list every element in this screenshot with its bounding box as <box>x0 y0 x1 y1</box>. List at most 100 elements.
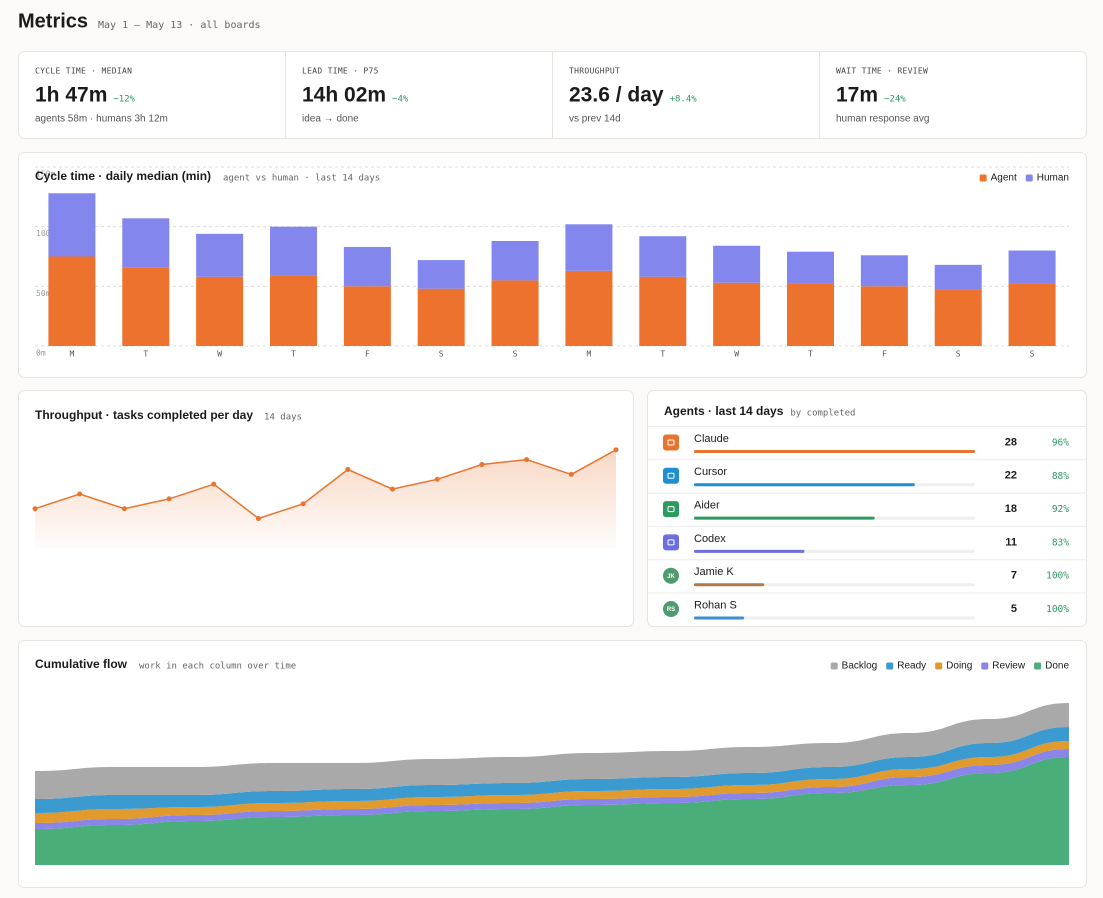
bar-segment <box>565 270 613 346</box>
kpi-value: 14h 02m <box>302 84 386 107</box>
agent-rate: 88% <box>1052 471 1069 482</box>
legend-label: Backlog <box>842 661 878 672</box>
bar-segment <box>48 193 96 257</box>
kpi-value: 23.6 / day <box>569 84 664 107</box>
kpi-note: agents 58m · humans 3h 12m <box>35 114 168 125</box>
legend-label: Doing <box>946 661 972 672</box>
bar-segment <box>565 224 613 271</box>
bar-segment <box>343 246 391 287</box>
legend-swatch <box>1034 662 1042 670</box>
bar-segment <box>122 218 170 268</box>
legend-label: Human <box>1037 173 1069 184</box>
kpi-label: LEAD TIME · P75 <box>302 67 379 76</box>
agent-rate: 92% <box>1052 504 1069 515</box>
kpi-delta: +8.4% <box>670 95 698 105</box>
agent-icon <box>663 434 679 451</box>
avatar <box>663 601 679 617</box>
bar-segment <box>639 276 687 346</box>
agent-icon-glyph <box>667 539 675 546</box>
agent-completed: 18 <box>1005 503 1017 515</box>
kpi-note: idea → done <box>302 114 359 125</box>
x-tick-label: S <box>439 350 444 359</box>
throughput-point <box>613 447 619 453</box>
bar-segment <box>196 276 244 346</box>
x-tick-label: T <box>660 350 665 359</box>
kpi-delta: −12% <box>113 95 135 105</box>
bar-segment <box>639 236 687 277</box>
bar-segment <box>713 245 761 283</box>
throughput-point <box>434 476 440 482</box>
kpi-delta: −4% <box>392 95 409 105</box>
bar-segment <box>713 282 761 346</box>
kpi-label: CYCLE TIME · MEDIAN <box>35 67 132 76</box>
agent-rate: 83% <box>1052 537 1069 548</box>
kpi-note: vs prev 14d <box>569 114 621 125</box>
y-tick-label: 0m <box>36 349 46 358</box>
avatar <box>663 567 679 584</box>
agents-title: Agents · last 14 days <box>664 404 784 418</box>
x-tick-label: W <box>734 350 739 359</box>
bar-segment <box>491 240 539 281</box>
throughput-area <box>35 449 616 548</box>
flow-area <box>35 757 1069 865</box>
bar-segment <box>122 267 170 346</box>
agent-name: Cursor <box>694 466 727 478</box>
page-title: Metrics <box>18 10 88 32</box>
agent-bar <box>694 583 765 587</box>
bar-segment <box>417 260 465 289</box>
agent-completed: 7 <box>1011 570 1017 582</box>
avatar-initials: RS <box>667 607 675 613</box>
agent-name: Aider <box>694 500 720 512</box>
throughput-point <box>479 462 485 468</box>
avatar-initials: JK <box>667 574 675 580</box>
bar-segment <box>1008 283 1056 346</box>
kpi-note: human response avg <box>836 114 929 125</box>
throughput-line <box>34 449 617 520</box>
bar-segment <box>491 280 539 346</box>
agent-rate: 100% <box>1046 604 1069 615</box>
agent-completed: 11 <box>1005 536 1017 548</box>
bar-segment <box>1008 250 1056 284</box>
agent-completed: 22 <box>1005 470 1017 482</box>
agent-icon <box>663 501 679 518</box>
chart-title: Throughput · tasks completed per day <box>35 408 253 422</box>
throughput-point <box>32 506 38 512</box>
x-tick-label: S <box>1030 350 1035 359</box>
legend-label: Ready <box>897 661 926 672</box>
legend-swatch <box>830 662 838 670</box>
legend-swatch <box>979 174 987 182</box>
legend-label: Agent <box>991 173 1017 184</box>
x-tick-label: M <box>70 350 75 359</box>
throughput-point <box>121 506 127 512</box>
throughput-point <box>77 491 83 497</box>
bar-segment <box>934 264 982 290</box>
bar-segment <box>196 233 244 277</box>
bar-segment <box>417 288 465 346</box>
chart-subtitle: 14 days <box>264 413 302 423</box>
chart-subtitle: agent vs human · last 14 days <box>223 174 380 184</box>
bar-track <box>694 616 975 620</box>
x-tick-label: W <box>217 350 222 359</box>
agent-bar <box>694 483 915 487</box>
kpi-label: THROUGHPUT <box>569 67 620 76</box>
legend-label: Done <box>1045 661 1069 672</box>
kpi-delta: −24% <box>884 95 906 105</box>
x-tick-label: M <box>587 350 592 359</box>
chart-subtitle: work in each column over time <box>139 662 296 672</box>
x-tick-label: S <box>513 350 518 359</box>
agent-rate: 100% <box>1046 571 1069 582</box>
agent-completed: 5 <box>1011 603 1017 615</box>
x-tick-label: S <box>956 350 961 359</box>
throughput-point <box>255 516 261 522</box>
agent-bar <box>694 549 805 553</box>
agent-rate: 96% <box>1052 438 1069 449</box>
agent-icon-glyph <box>667 472 675 479</box>
flow-area <box>35 741 1069 823</box>
flow-area <box>35 749 1069 829</box>
cycle-panel <box>18 152 1087 378</box>
agent-name: Codex <box>694 533 726 545</box>
throughput-point <box>524 457 530 463</box>
y-tick-label: 100m <box>36 229 55 238</box>
kpi-value: 17m <box>836 84 878 107</box>
